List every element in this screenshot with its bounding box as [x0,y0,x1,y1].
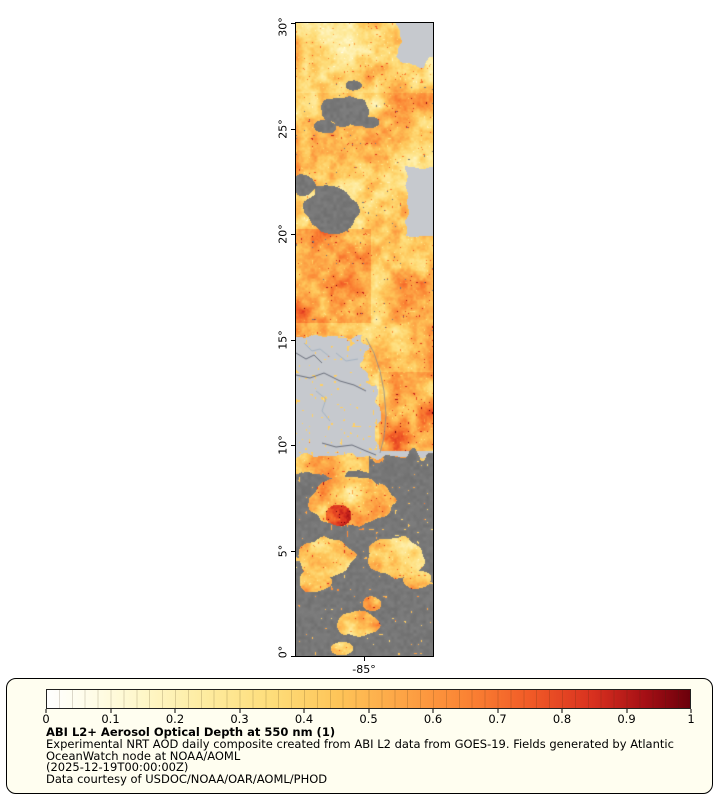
legend-title: ABI L2+ Aerosol Optical Depth at 550 nm … [46,725,336,739]
colorbar-tick [45,709,47,713]
colorbar-tick [368,709,369,713]
y-tick-label: 20° [276,224,290,244]
colorbar-tick-label: 0.7 [488,712,507,726]
colorbar-tick-label: 0.6 [423,712,443,726]
y-tick [291,656,296,657]
colorbar-tick-label: 0.8 [552,712,572,726]
colorbar-tick [174,709,176,713]
colorbar-gradient [47,690,690,708]
colorbar-labels: 0 0.1 0.2 0.3 0.4 0.5 0.6 0.7 0.8 0.9 1 [42,712,695,726]
legend-description-line-2: OceanWatch node at NOAA/AOML [46,748,241,763]
colorbar-tick-label: 0.5 [359,712,378,726]
colorbar-tick [303,709,305,713]
colorbar-tick-label: 0.3 [230,712,249,726]
aod-map: 30° 25° 20° 15° 10° 5° 0° -85° [277,17,434,676]
colorbar-tick-label: 0.9 [617,712,636,726]
y-tick-label: 30° [276,17,290,37]
colorbar-tick [626,709,627,713]
y-tick-label: 5° [276,544,290,557]
y-tick-label: 10° [276,435,290,455]
colorbar-ticks [45,709,692,713]
colorbar-tick-label: 0.2 [165,712,185,726]
y-tick [291,339,296,341]
legend-panel: 0 0.1 0.2 0.3 0.4 0.5 0.6 0.7 0.8 0.9 1 … [6,678,713,794]
y-tick [291,445,296,446]
x-tick [364,656,365,661]
colorbar-tick-label: 1 [687,712,695,726]
colorbar-tick [561,709,563,713]
colorbar-tick [239,709,240,713]
legend-timestamp: (2025-12-19T00:00:00Z) [46,760,189,775]
colorbar-tick-label: 0.1 [101,712,120,726]
y-tick-label: 15° [276,329,290,350]
colorbar [46,689,691,709]
colorbar-tick [690,709,692,713]
y-tick [291,23,296,24]
colorbar-tick [110,709,111,713]
y-tick-label: 25° [276,118,290,139]
legend-text-block: ABI L2+ Aerosol Optical Depth at 550 nm … [46,725,674,787]
colorbar-tick [432,709,434,713]
y-tick [291,128,296,130]
y-tick [291,550,296,552]
x-axis-label: -85° [352,663,376,676]
colorbar-tick-label: 0 [42,712,50,726]
y-tick-label: 0° [276,645,290,659]
colorbar-tick-label: 0.4 [294,712,314,726]
y-tick [291,234,296,235]
aod-map-canvas [296,23,433,656]
legend-description-line-1: Experimental NRT AOD daily composite cre… [46,736,674,751]
legend-credit: Data courtesy of USDOC/NOAA/OAR/AOML/PHO… [46,772,328,787]
colorbar-segments [47,690,690,708]
colorbar-tick [497,709,498,713]
